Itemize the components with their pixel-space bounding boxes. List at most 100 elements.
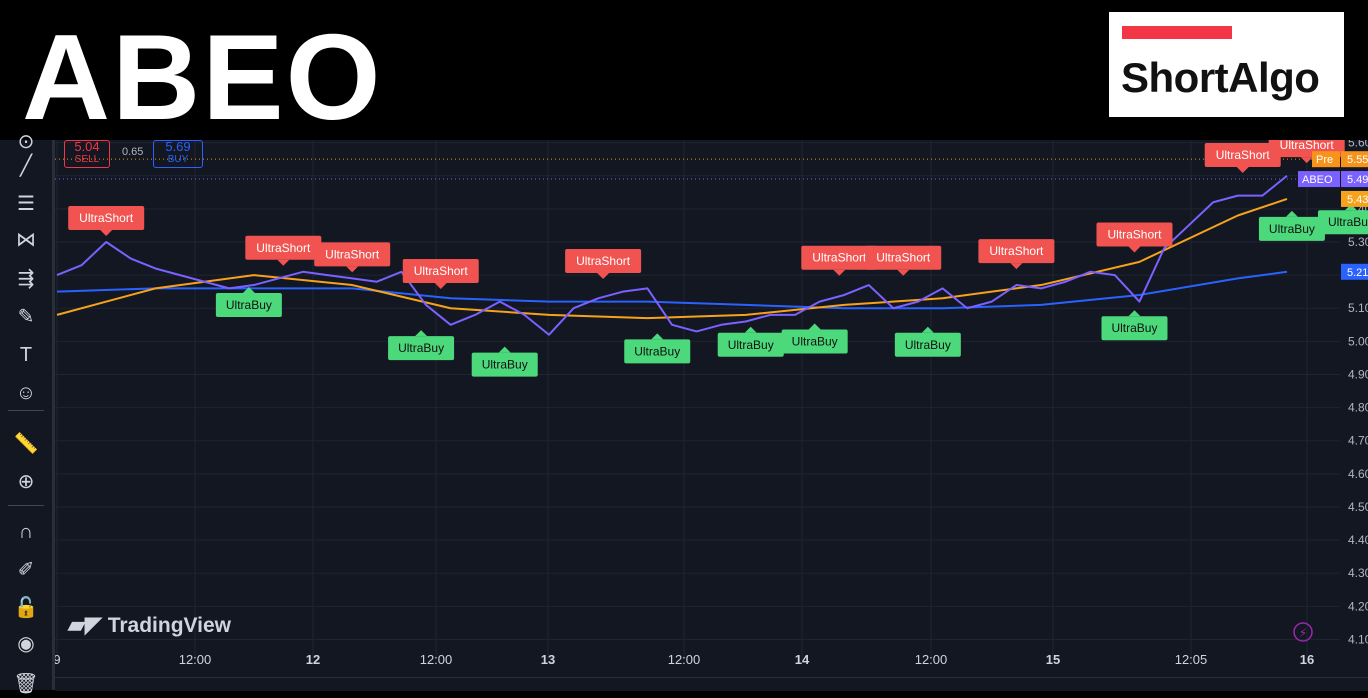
lightning-icon[interactable] bbox=[1293, 622, 1313, 642]
brush-icon[interactable]: ✎ bbox=[17, 306, 35, 328]
signal-label-box[interactable] bbox=[865, 245, 942, 270]
signal-label-box[interactable] bbox=[1096, 222, 1173, 247]
text-icon[interactable]: T bbox=[19, 344, 33, 366]
signal-pointer bbox=[1128, 246, 1141, 253]
buy-button[interactable]: 5.69 BUY bbox=[153, 139, 203, 168]
signal-pointer bbox=[833, 269, 846, 276]
signal-pointer bbox=[808, 323, 821, 330]
lock-draw-icon[interactable]: ✐ bbox=[17, 559, 35, 581]
series-line bbox=[56, 197, 1288, 320]
lock-icon[interactable]: 🔓 bbox=[13, 597, 39, 619]
magnet-icon[interactable]: ∩ bbox=[18, 521, 34, 543]
price-tag-value: 5.21 bbox=[1347, 267, 1368, 279]
signal-label-box[interactable] bbox=[1204, 143, 1281, 168]
price-chart[interactable]: 5.605.505.405.305.205.105.004.904.804.70… bbox=[0, 140, 1368, 690]
signal-label-box[interactable] bbox=[1258, 216, 1325, 241]
y-tick-label: 4.70 bbox=[1348, 434, 1368, 448]
x-tick-label: 15 bbox=[1046, 652, 1060, 667]
x-tick-label: 12:00 bbox=[420, 652, 453, 667]
signal-pointer bbox=[434, 282, 447, 289]
shortalgo-logo: ShortAlgo bbox=[1109, 12, 1344, 117]
emoji-icon[interactable]: ☺ bbox=[15, 382, 37, 404]
fib-icon[interactable]: ☰ bbox=[17, 193, 35, 215]
signal-label-box[interactable] bbox=[781, 329, 848, 354]
x-tick-label: 12 bbox=[306, 652, 320, 667]
signal-label-box[interactable] bbox=[565, 249, 642, 274]
y-tick-label: 4.40 bbox=[1348, 533, 1368, 547]
signal-label-box[interactable] bbox=[215, 293, 282, 318]
signal-label-box[interactable] bbox=[1101, 316, 1168, 341]
y-tick-label: 5.10 bbox=[1348, 301, 1368, 315]
price-tag-value: 5.55 bbox=[1347, 154, 1368, 166]
signal-label-box[interactable] bbox=[471, 352, 538, 377]
x-tick-label: 13 bbox=[541, 652, 555, 667]
signal-pointer bbox=[242, 287, 255, 294]
price-tag-value: 5.49 bbox=[1347, 174, 1368, 186]
signal-label: UltraShort bbox=[79, 211, 134, 225]
tradingview-logo-icon: ▰◤ bbox=[68, 612, 102, 637]
tradingview-watermark[interactable]: ▰◤ TradingView bbox=[68, 612, 231, 638]
signal-label-box[interactable] bbox=[1317, 210, 1368, 235]
signal-label: UltraShort bbox=[876, 251, 931, 265]
signal-label: UltraBuy bbox=[1111, 321, 1157, 335]
y-tick-label: 5.30 bbox=[1348, 235, 1368, 249]
lightning-glyph: ⚡ bbox=[1299, 626, 1307, 640]
signal-label-box[interactable] bbox=[801, 245, 878, 270]
signal-label-box[interactable] bbox=[68, 205, 145, 230]
signal-label-box[interactable] bbox=[717, 332, 784, 357]
buy-price: 5.69 bbox=[165, 139, 191, 154]
signal-label: UltraShort bbox=[989, 244, 1044, 258]
signal-pointer bbox=[346, 266, 359, 273]
pattern-icon[interactable]: ⋈ bbox=[16, 229, 36, 251]
x-tick-label: 14 bbox=[795, 652, 810, 667]
signal-label-box[interactable] bbox=[314, 242, 391, 267]
chart-area[interactable]: 5.605.505.405.305.205.105.004.904.804.70… bbox=[0, 131, 1368, 695]
x-tick-label: 12:00 bbox=[179, 652, 212, 667]
signal-label: UltraBuy bbox=[1269, 222, 1315, 236]
projection-icon[interactable]: ⇶ bbox=[17, 268, 35, 290]
signal-label-box[interactable] bbox=[624, 339, 691, 364]
signal-label: UltraShort bbox=[256, 241, 311, 255]
cursor-icon[interactable]: ⊙ bbox=[17, 131, 35, 153]
x-tick-label: 16 bbox=[1300, 652, 1314, 667]
ruler-icon[interactable]: 📏 bbox=[13, 433, 39, 455]
signal-label: UltraBuy bbox=[482, 358, 528, 372]
signal-label-box[interactable] bbox=[978, 239, 1055, 264]
x-tick-label: 12:00 bbox=[915, 652, 948, 667]
trash-icon[interactable]: 🗑 bbox=[13, 673, 39, 695]
signal-label-box[interactable] bbox=[894, 332, 961, 357]
tradingview-text: TradingView bbox=[107, 614, 232, 637]
price-tag-label-box bbox=[1298, 171, 1340, 188]
eye-icon[interactable]: ◉ bbox=[17, 633, 35, 655]
trend-line-icon[interactable]: ╱ bbox=[19, 155, 33, 177]
x-tick-label: 12:05 bbox=[1175, 652, 1208, 667]
signal-label-box[interactable] bbox=[388, 336, 455, 361]
y-tick-label: 4.20 bbox=[1348, 599, 1368, 613]
zoom-icon[interactable]: ⊕ bbox=[17, 471, 35, 493]
signal-pointer bbox=[1285, 210, 1298, 217]
signal-pointer bbox=[1236, 167, 1249, 174]
signal-label: UltraBuy bbox=[728, 338, 774, 352]
signal-label-box[interactable] bbox=[402, 258, 479, 283]
signal-label: UltraShort bbox=[414, 264, 469, 278]
price-tag-box bbox=[1341, 171, 1368, 188]
price-tag-label: Pre bbox=[1316, 154, 1333, 166]
signal-pointer bbox=[651, 333, 664, 340]
price-tag-box bbox=[1341, 151, 1368, 168]
signal-label: UltraBuy bbox=[398, 341, 444, 355]
price-tag-value: 5.43 bbox=[1347, 194, 1368, 206]
signal-pointer bbox=[897, 269, 910, 276]
signal-label: UltraShort bbox=[1107, 228, 1162, 242]
signal-pointer bbox=[1128, 310, 1141, 317]
signal-pointer bbox=[597, 273, 610, 280]
spread-value: 0.65 bbox=[122, 146, 144, 158]
signal-pointer bbox=[1300, 157, 1313, 164]
price-tag-label: ABEO bbox=[1302, 174, 1333, 186]
sell-label: SELL bbox=[74, 154, 100, 165]
signal-label: UltraShort bbox=[812, 251, 867, 265]
sell-button[interactable]: 5.04 SELL bbox=[64, 139, 110, 168]
x-tick-label: 9 bbox=[53, 652, 60, 667]
bottom-toolbar bbox=[55, 677, 1368, 691]
toolbar-separator bbox=[8, 410, 44, 411]
signal-label-box[interactable] bbox=[245, 235, 322, 260]
